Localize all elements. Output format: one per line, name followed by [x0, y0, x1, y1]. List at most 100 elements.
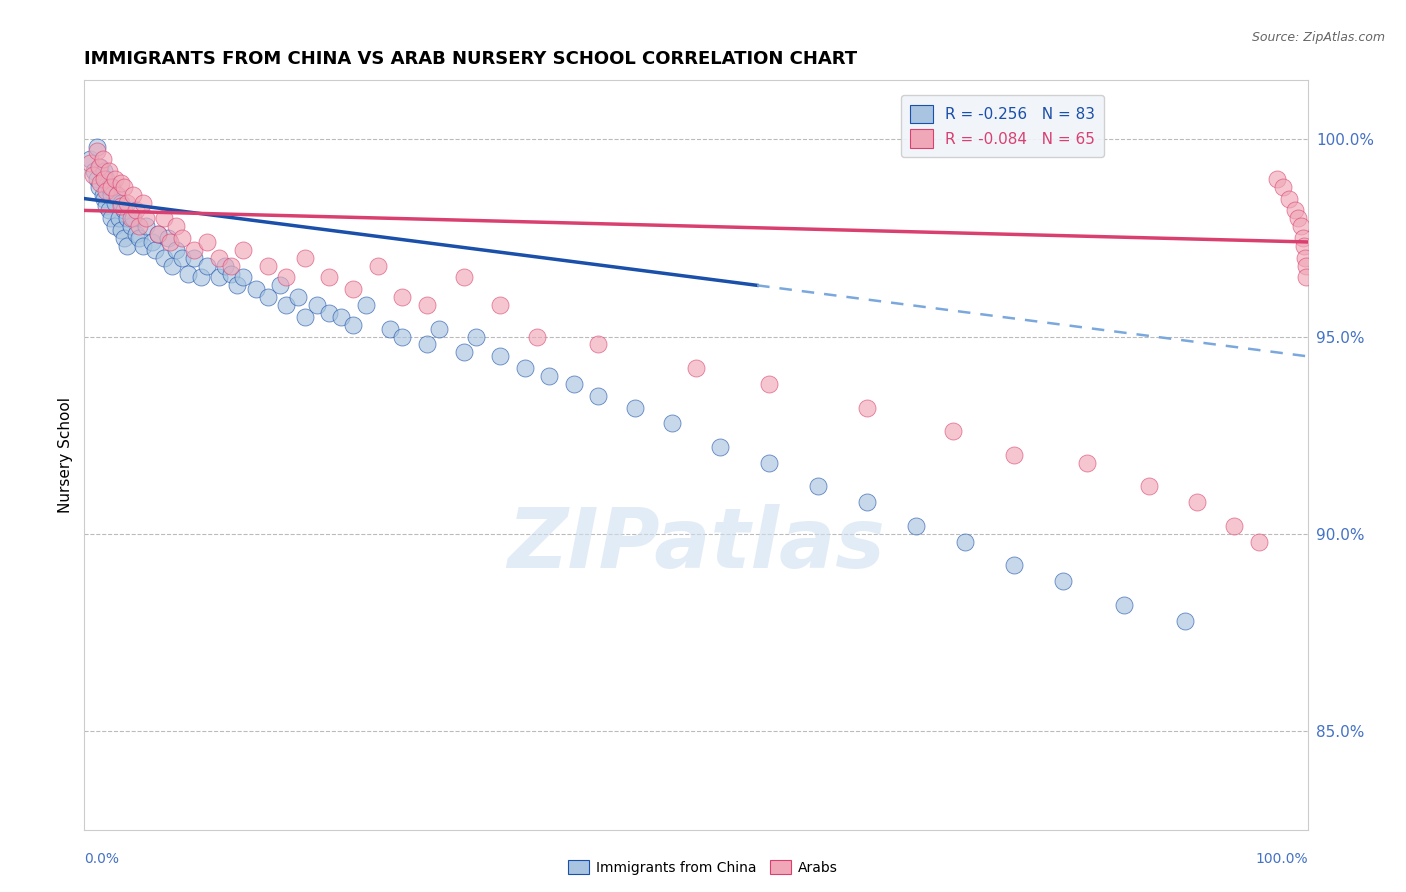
Point: [86, 140, 108, 154]
Point: [1294, 251, 1316, 265]
Point: [562, 376, 585, 391]
Point: [112, 203, 135, 218]
Point: [86, 172, 108, 186]
Point: [91, 152, 114, 166]
Point: [513, 361, 536, 376]
Point: [104, 219, 127, 234]
Point: [354, 298, 377, 312]
Point: [93, 192, 115, 206]
Point: [132, 195, 155, 210]
Point: [232, 243, 254, 257]
Point: [953, 534, 976, 549]
Point: [342, 318, 364, 332]
Point: [367, 259, 389, 273]
Text: 0.0%: 0.0%: [84, 852, 120, 866]
Point: [318, 270, 340, 285]
Point: [257, 259, 280, 273]
Point: [177, 267, 200, 281]
Point: [96, 172, 118, 186]
Point: [856, 495, 879, 509]
Point: [287, 290, 309, 304]
Point: [153, 251, 176, 265]
Point: [112, 179, 135, 194]
Point: [208, 251, 231, 265]
Point: [453, 345, 475, 359]
Point: [93, 172, 115, 186]
Point: [758, 376, 780, 391]
Point: [125, 227, 148, 241]
Point: [1002, 448, 1025, 462]
Point: [110, 199, 132, 213]
Point: [110, 195, 132, 210]
Point: [128, 219, 150, 234]
Point: [905, 519, 928, 533]
Point: [101, 179, 124, 194]
Point: [162, 259, 184, 273]
Point: [1137, 479, 1160, 493]
Point: [183, 243, 205, 257]
Point: [1114, 598, 1136, 612]
Point: [79, 152, 101, 166]
Text: IMMIGRANTS FROM CHINA VS ARAB NURSERY SCHOOL CORRELATION CHART: IMMIGRANTS FROM CHINA VS ARAB NURSERY SC…: [84, 50, 858, 68]
Point: [538, 369, 561, 384]
Point: [172, 251, 194, 265]
Point: [586, 389, 609, 403]
Point: [104, 195, 127, 210]
Point: [1291, 219, 1313, 234]
Point: [190, 270, 212, 285]
Point: [1292, 239, 1315, 253]
Point: [172, 231, 194, 245]
Point: [391, 290, 413, 304]
Point: [100, 187, 122, 202]
Point: [156, 231, 179, 245]
Point: [709, 440, 731, 454]
Point: [115, 211, 138, 226]
Point: [624, 401, 647, 415]
Point: [391, 329, 413, 343]
Point: [195, 235, 218, 249]
Point: [100, 179, 122, 194]
Point: [165, 219, 187, 234]
Point: [115, 239, 138, 253]
Point: [97, 179, 120, 194]
Point: [105, 187, 128, 202]
Point: [135, 219, 157, 234]
Point: [96, 199, 118, 213]
Y-axis label: Nursery School: Nursery School: [58, 397, 73, 513]
Point: [1223, 519, 1246, 533]
Point: [112, 231, 135, 245]
Point: [257, 290, 280, 304]
Point: [416, 337, 439, 351]
Point: [245, 282, 267, 296]
Point: [1052, 574, 1074, 588]
Point: [159, 235, 181, 249]
Point: [120, 219, 142, 234]
Point: [1247, 534, 1270, 549]
Point: [87, 179, 110, 194]
Point: [416, 298, 439, 312]
Point: [526, 329, 548, 343]
Point: [120, 211, 142, 226]
Point: [1292, 231, 1315, 245]
Point: [82, 168, 104, 182]
Point: [942, 424, 965, 438]
Point: [489, 298, 512, 312]
Point: [153, 211, 176, 226]
Point: [87, 160, 110, 174]
Point: [489, 349, 512, 363]
Point: [305, 298, 328, 312]
Point: [96, 184, 118, 198]
Text: Source: ZipAtlas.com: Source: ZipAtlas.com: [1251, 31, 1385, 45]
Point: [105, 187, 128, 202]
Point: [115, 195, 138, 210]
Point: [93, 164, 115, 178]
Point: [219, 259, 242, 273]
Point: [1284, 203, 1306, 218]
Point: [97, 203, 120, 218]
Point: [86, 145, 108, 159]
Point: [1265, 172, 1288, 186]
Point: [294, 251, 316, 265]
Point: [110, 223, 132, 237]
Point: [318, 306, 340, 320]
Point: [83, 164, 105, 178]
